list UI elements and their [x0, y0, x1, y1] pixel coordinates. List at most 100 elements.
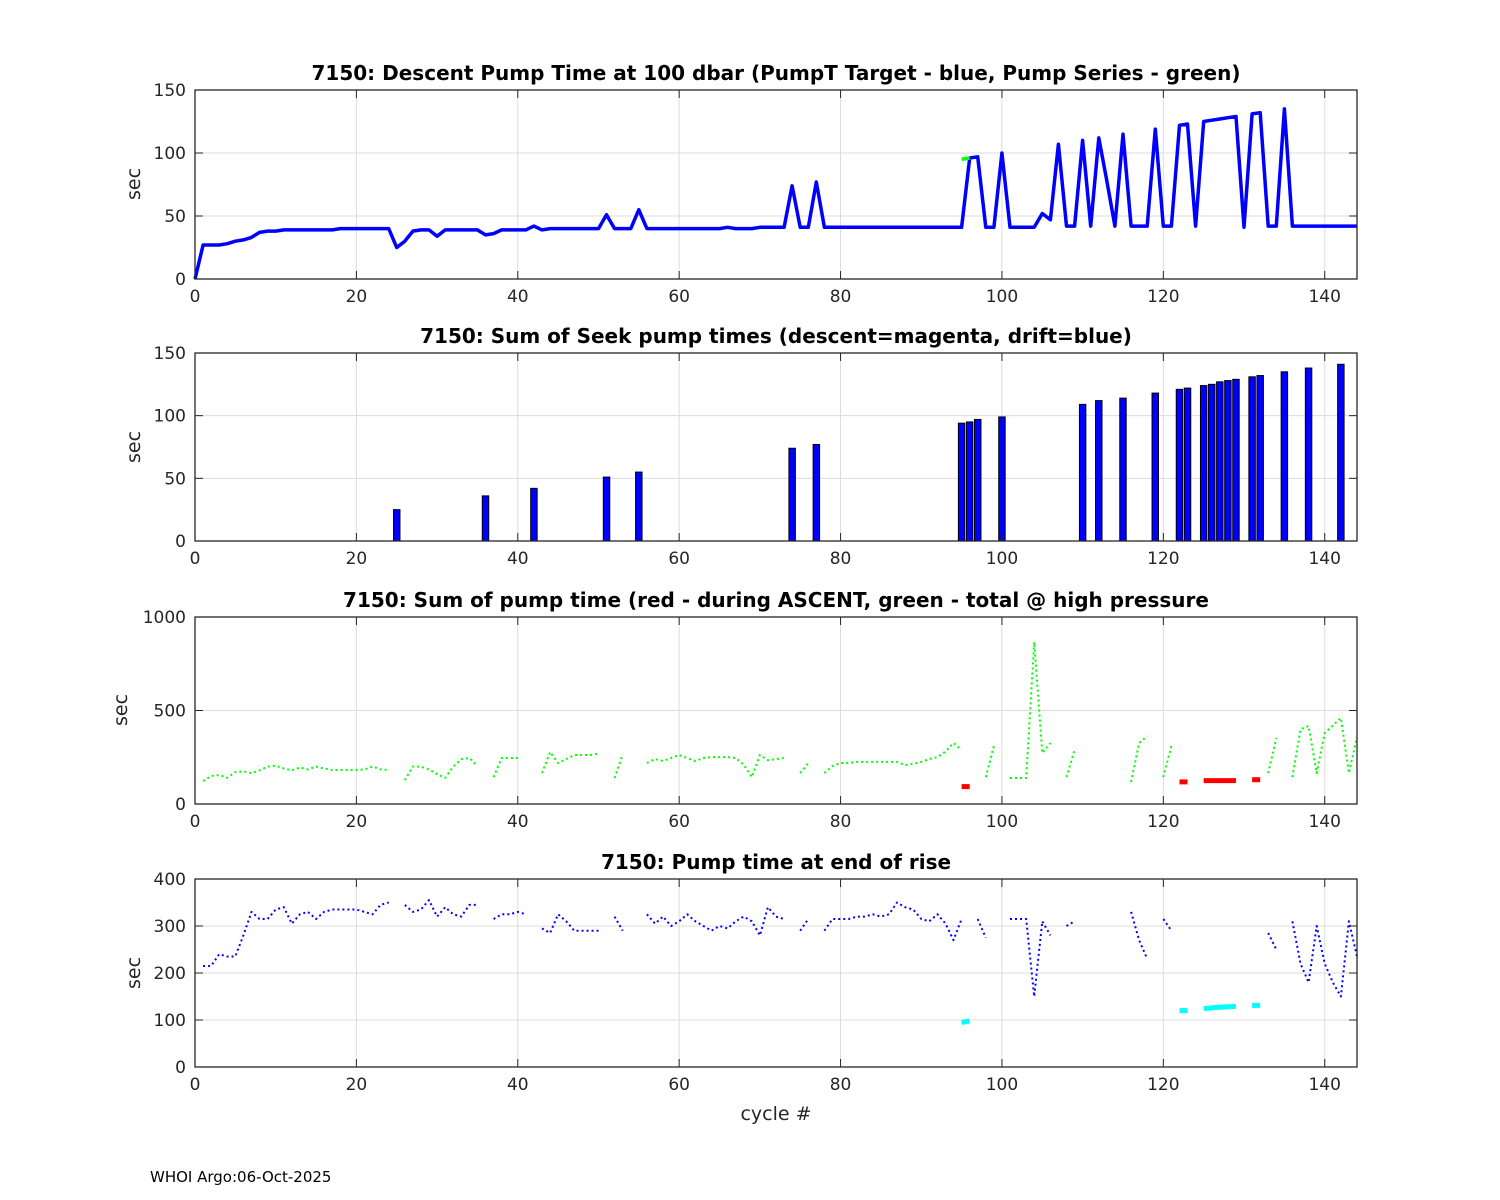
y-tick-label: 0 [175, 532, 186, 552]
axes-box [194, 89, 1358, 280]
bar [481, 495, 490, 542]
subplot-sum-of-pump-time: 7150: Sum of pump time (red - during ASC… [110, 588, 1358, 832]
bar [1224, 380, 1232, 542]
subplot-title: 7150: Sum of pump time (red - during ASC… [343, 588, 1209, 612]
y-tick-label: 200 [154, 964, 186, 984]
y-axis-label: sec [123, 957, 145, 989]
x-tick-label: 140 [1308, 812, 1340, 832]
series-line-pumpt-target [193, 107, 1357, 280]
subplot-title: 7150: Pump time at end of rise [601, 850, 951, 874]
x-tick-label: 140 [1308, 549, 1340, 569]
bar [393, 509, 401, 542]
x-tick-label: 40 [507, 1075, 529, 1095]
bar [1119, 397, 1127, 542]
y-tick-label: 0 [175, 270, 186, 290]
series-line-total-high-pressure [1291, 717, 1358, 778]
series-line-total-high-pressure [799, 762, 810, 774]
y-tick-label: 50 [164, 469, 186, 489]
bar [1078, 403, 1087, 542]
series-line-total-high-pressure [1010, 641, 1052, 779]
x-tick-label: 140 [1308, 287, 1340, 307]
y-axis-label: sec [123, 431, 145, 463]
y-tick-label: 100 [154, 407, 186, 427]
x-tick-label: 20 [346, 549, 368, 569]
bar [965, 421, 974, 542]
x-tick-label: 60 [668, 812, 690, 832]
x-tick-label: 20 [346, 287, 368, 307]
bar [788, 447, 796, 542]
x-tick-label: 60 [668, 287, 690, 307]
subplot-title: 7150: Descent Pump Time at 100 dbar (Pum… [312, 61, 1241, 85]
series-line-end-of-rise [404, 899, 478, 918]
x-axis-label: cycle # [740, 1103, 811, 1125]
series-line-end-of-rise [493, 910, 527, 920]
bar [1095, 400, 1103, 542]
bar [1151, 392, 1159, 542]
x-tick-label: 0 [190, 1075, 201, 1095]
series-line-end-of-rise [1162, 918, 1173, 932]
bar [602, 476, 611, 542]
x-tick-label: 100 [986, 549, 1018, 569]
y-tick-label: 400 [154, 870, 186, 890]
series-line-end-of-rise [203, 901, 389, 967]
y-tick-label: 150 [154, 81, 186, 101]
y-tick-label: 0 [175, 1058, 186, 1078]
x-tick-label: 40 [507, 287, 529, 307]
bar [1232, 378, 1240, 542]
x-tick-label: 100 [986, 1075, 1018, 1095]
x-tick-label: 40 [507, 812, 529, 832]
y-tick-label: 50 [164, 207, 186, 227]
x-tick-label: 60 [668, 549, 690, 569]
series-line-end-of-rise [541, 913, 599, 934]
x-tick-label: 0 [190, 549, 201, 569]
x-tick-label: 120 [1147, 1075, 1179, 1095]
x-tick-label: 40 [507, 549, 529, 569]
x-tick-label: 80 [830, 287, 852, 307]
bar [974, 418, 982, 542]
subplot-descent-pump-time: 7150: Descent Pump Time at 100 dbar (Pum… [123, 61, 1358, 307]
bar [1216, 381, 1224, 542]
x-tick-label: 100 [986, 812, 1018, 832]
series-line-end-of-rise [1267, 932, 1278, 950]
bar [1280, 371, 1289, 542]
y-tick-label: 500 [154, 702, 186, 722]
bar [1175, 388, 1184, 542]
bar [1256, 375, 1264, 542]
y-tick-label: 100 [154, 1011, 186, 1031]
series-line-end-of-rise [1291, 920, 1358, 998]
plot-area [195, 90, 1357, 279]
x-tick-label: 80 [830, 1075, 852, 1095]
x-tick-label: 60 [668, 1075, 690, 1095]
series-line-total-high-pressure [984, 745, 995, 778]
y-tick-label: 150 [154, 344, 186, 364]
x-tick-label: 120 [1147, 549, 1179, 569]
x-tick-label: 120 [1147, 812, 1179, 832]
series-line-end-of-rise [976, 918, 987, 939]
x-tick-label: 20 [346, 812, 368, 832]
bar [530, 487, 538, 542]
series-line-total-high-pressure [1267, 737, 1278, 774]
series-line-end-of-rise [799, 918, 810, 932]
y-tick-label: 100 [154, 144, 186, 164]
series-line-total-high-pressure [613, 753, 624, 779]
bar [1337, 363, 1345, 542]
subplot-pump-time-end-of-rise: 7150: Pump time at end of rise sec 0 20 40… [123, 850, 1358, 1095]
y-axis-label: sec [110, 694, 132, 726]
series-line-end-of-rise [1065, 920, 1076, 927]
bar [1248, 376, 1256, 542]
footer-text: WHOI Argo:06-Oct-2025 [150, 1168, 331, 1186]
bar [1304, 367, 1313, 542]
axes-box [194, 352, 1358, 542]
y-axis-label: sec [123, 168, 145, 200]
bar [1208, 383, 1216, 542]
bar [1183, 387, 1192, 542]
y-tick-label: 300 [154, 917, 186, 937]
series-line-total-high-pressure [1130, 735, 1148, 783]
series-line-series-2 [1203, 1003, 1237, 1012]
y-tick-label: 1000 [143, 608, 186, 628]
y-tick-label: 0 [175, 795, 186, 815]
bar [635, 471, 643, 542]
x-tick-label: 0 [190, 812, 201, 832]
x-tick-label: 80 [830, 812, 852, 832]
